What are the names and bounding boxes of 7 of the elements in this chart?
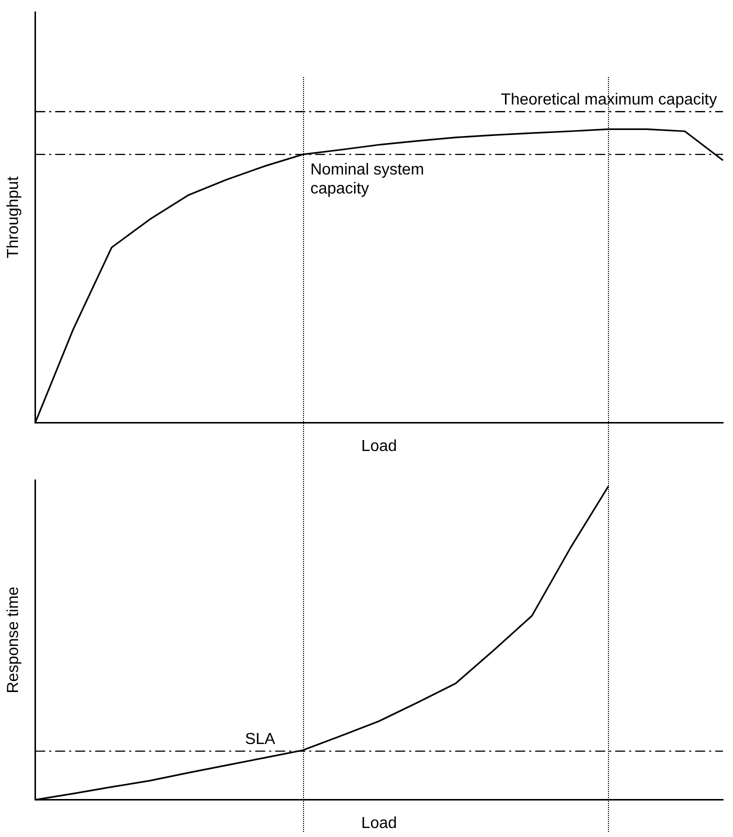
x-axis-title: Load [361,438,397,455]
ref-line-label: Nominal system capacity [310,161,424,198]
ref-line-label: Theoretical maximum capacity [500,92,717,109]
x-axis-title: Load [361,814,397,832]
y-axis-title: Throughput [5,176,22,258]
ref-line-label: SLA [244,731,276,748]
y-axis-title: Response time [5,586,22,694]
